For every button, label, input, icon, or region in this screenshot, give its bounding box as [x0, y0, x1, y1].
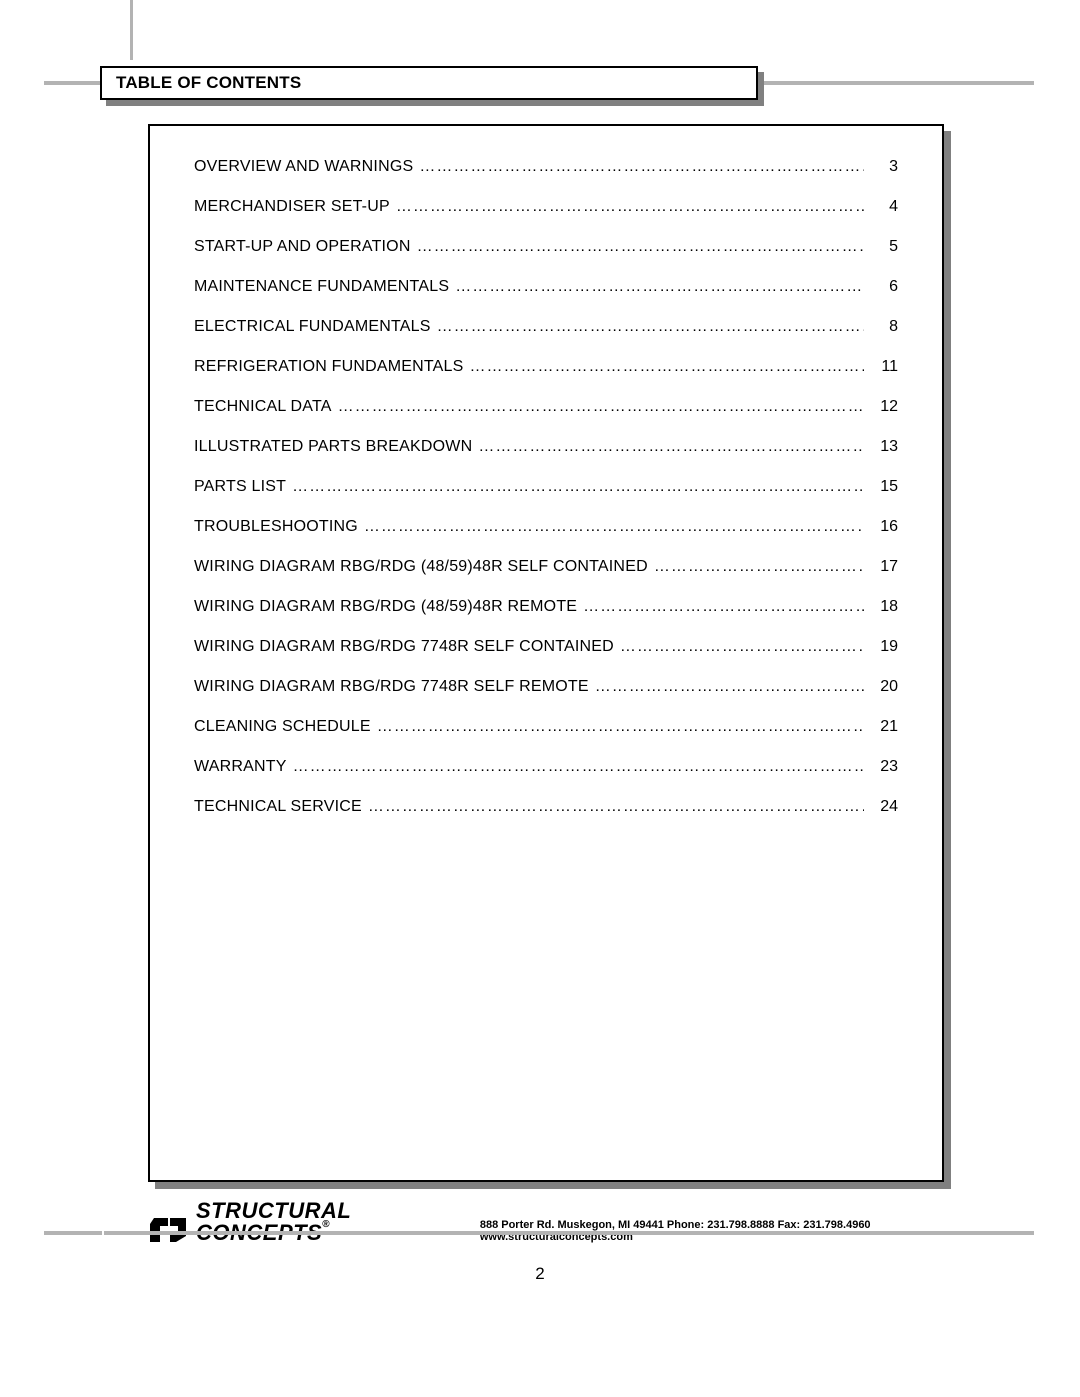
toc-entry-page: 12 — [864, 398, 898, 416]
toc-entry-title: ILLUSTRATED PARTS BREAKDOWN — [194, 438, 472, 456]
toc-leader-dots — [358, 518, 864, 536]
toc-entry-page: 23 — [864, 758, 898, 776]
footer-rule-left — [44, 1231, 102, 1235]
toc-leader-dots — [413, 158, 864, 176]
toc-entry-title: WIRING DIAGRAM RBG/RDG (48/59)48R REMOTE — [194, 598, 577, 616]
toc-row: TECHNICAL SERVICE 24 — [194, 798, 898, 816]
vertical-strip — [130, 0, 133, 60]
page-number: 2 — [0, 1264, 1080, 1284]
toc-leader-dots — [390, 198, 864, 216]
toc-leader-dots — [589, 678, 864, 696]
toc-row: WIRING DIAGRAM RBG/RDG (48/59)48R SELF C… — [194, 558, 898, 576]
toc-entry-title: TECHNICAL DATA — [194, 398, 332, 416]
toc-entry-title: CLEANING SCHEDULE — [194, 718, 371, 736]
toc-entry-page: 18 — [864, 598, 898, 616]
toc-entry-page: 21 — [864, 718, 898, 736]
toc-leader-dots — [648, 558, 864, 576]
logo-icon — [148, 1216, 188, 1244]
toc-entry-page: 5 — [864, 238, 898, 256]
toc-leader-dots — [362, 798, 864, 816]
toc-row: PARTS LIST 15 — [194, 478, 898, 496]
toc-entry-page: 4 — [864, 198, 898, 216]
toc-entry-page: 24 — [864, 798, 898, 816]
toc-leader-dots — [464, 358, 864, 376]
toc-entry-title: WIRING DIAGRAM RBG/RDG 7748R SELF REMOTE — [194, 678, 589, 696]
toc-row: MAINTENANCE FUNDAMENTALS 6 — [194, 278, 898, 296]
toc-row: START-UP AND OPERATION 5 — [194, 238, 898, 256]
toc-row: REFRIGERATION FUNDAMENTALS 11 — [194, 358, 898, 376]
footer: STRUCTURAL CONCEPTS® 888 Porter Rd. Musk… — [148, 1200, 990, 1244]
toc-row: TROUBLESHOOTING 16 — [194, 518, 898, 536]
toc-entry-title: OVERVIEW AND WARNINGS — [194, 158, 413, 176]
brand-name: STRUCTURAL CONCEPTS® — [196, 1200, 472, 1244]
toc-entry-page: 3 — [864, 158, 898, 176]
toc-leader-dots — [577, 598, 864, 616]
toc-entry-title: WIRING DIAGRAM RBG/RDG 7748R SELF CONTAI… — [194, 638, 614, 656]
toc-leader-dots — [614, 638, 864, 656]
toc-entry-page: 16 — [864, 518, 898, 536]
toc-leader-dots — [472, 438, 864, 456]
toc-row: WIRING DIAGRAM RBG/RDG (48/59)48R REMOTE… — [194, 598, 898, 616]
title-text: TABLE OF CONTENTS — [100, 66, 758, 100]
toc-entry-title: REFRIGERATION FUNDAMENTALS — [194, 358, 464, 376]
toc-entry-title: ELECTRICAL FUNDAMENTALS — [194, 318, 431, 336]
toc-row: WARRANTY 23 — [194, 758, 898, 776]
footer-rule-right — [104, 1231, 1034, 1235]
toc-row: TECHNICAL DATA 12 — [194, 398, 898, 416]
toc-leader-dots — [431, 318, 864, 336]
toc-leader-dots — [287, 758, 864, 776]
toc-leader-dots — [371, 718, 864, 736]
header-rule-left — [44, 81, 102, 85]
title-box: TABLE OF CONTENTS — [100, 66, 758, 100]
toc-row: MERCHANDISER SET-UP 4 — [194, 198, 898, 216]
toc-leader-dots — [449, 278, 864, 296]
header-rule-right — [756, 81, 1034, 85]
toc-entry-page: 13 — [864, 438, 898, 456]
registered-mark: ® — [322, 1219, 330, 1230]
toc-entry-title: MERCHANDISER SET-UP — [194, 198, 390, 216]
toc-box: OVERVIEW AND WARNINGS 3 MERCHANDISER SET-U… — [148, 124, 944, 1182]
toc-entry-page: 19 — [864, 638, 898, 656]
toc-entry-title: TROUBLESHOOTING — [194, 518, 358, 536]
toc-row: WIRING DIAGRAM RBG/RDG 7748R SELF REMOTE… — [194, 678, 898, 696]
toc-row: OVERVIEW AND WARNINGS 3 — [194, 158, 898, 176]
toc-row: WIRING DIAGRAM RBG/RDG 7748R SELF CONTAI… — [194, 638, 898, 656]
toc-leader-dots — [411, 238, 864, 256]
toc-entry-title: TECHNICAL SERVICE — [194, 798, 362, 816]
toc-entry-page: 11 — [864, 358, 898, 376]
toc-entry-page: 8 — [864, 318, 898, 336]
toc-leader-dots — [286, 478, 864, 496]
toc-entry-page: 17 — [864, 558, 898, 576]
toc-row: ILLUSTRATED PARTS BREAKDOWN 13 — [194, 438, 898, 456]
toc-entry-title: START-UP AND OPERATION — [194, 238, 411, 256]
toc-entry-page: 6 — [864, 278, 898, 296]
toc-entry-page: 15 — [864, 478, 898, 496]
toc-entry-title: WIRING DIAGRAM RBG/RDG (48/59)48R SELF C… — [194, 558, 648, 576]
toc-leader-dots — [332, 398, 864, 416]
toc-entry-page: 20 — [864, 678, 898, 696]
toc-list: OVERVIEW AND WARNINGS 3 MERCHANDISER SET-U… — [148, 124, 944, 1182]
toc-row: ELECTRICAL FUNDAMENTALS 8 — [194, 318, 898, 336]
toc-entry-title: WARRANTY — [194, 758, 287, 776]
toc-entry-title: MAINTENANCE FUNDAMENTALS — [194, 278, 449, 296]
toc-row: CLEANING SCHEDULE 21 — [194, 718, 898, 736]
toc-entry-title: PARTS LIST — [194, 478, 286, 496]
